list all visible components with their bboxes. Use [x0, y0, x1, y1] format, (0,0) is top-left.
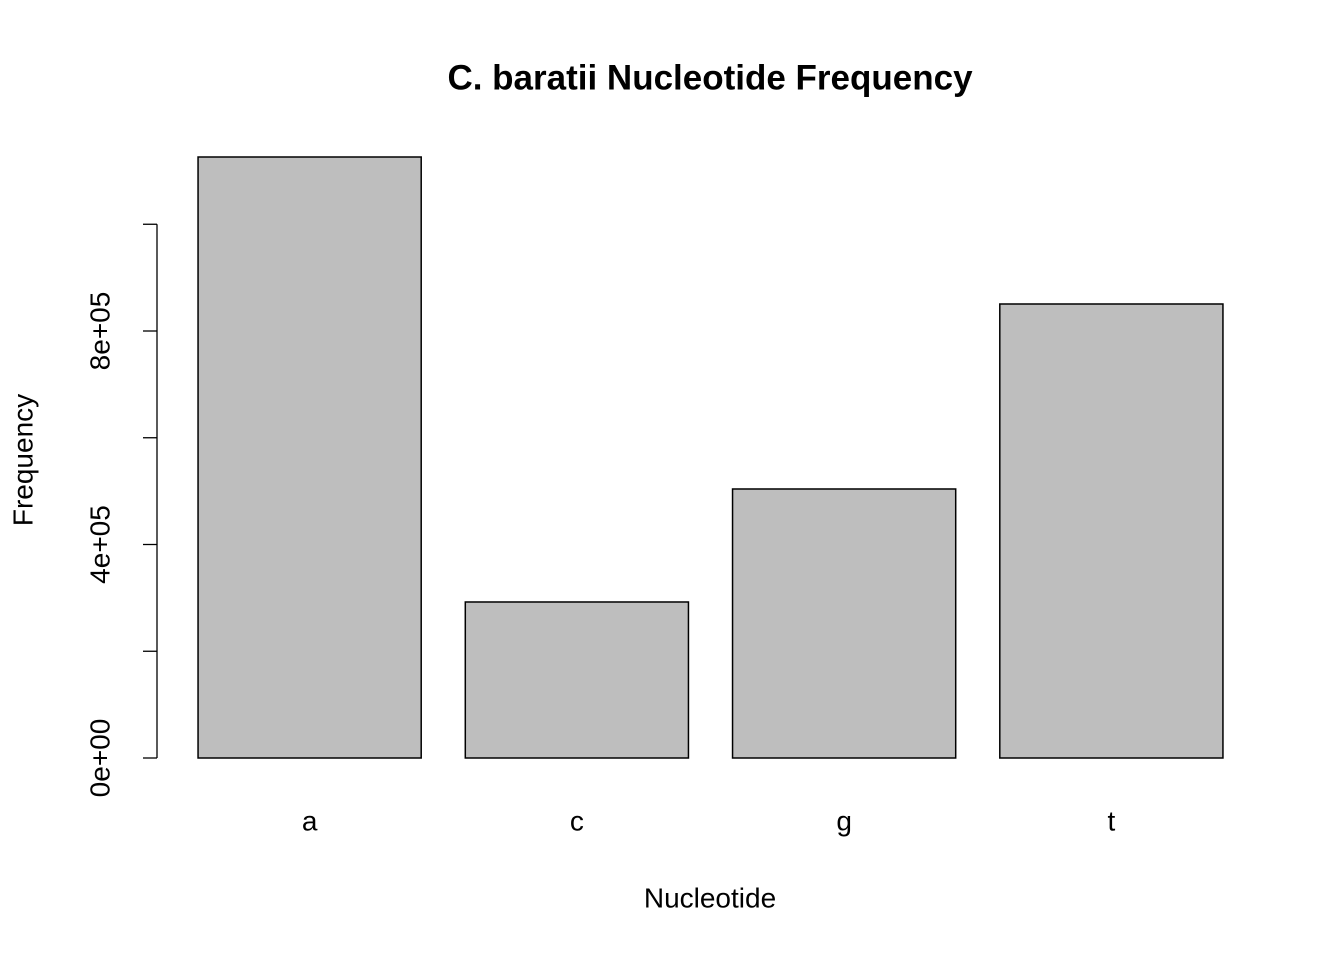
x-tick-label: t [1107, 805, 1115, 836]
x-axis-label: Nucleotide [644, 882, 776, 913]
y-tick-label: 0e+00 [84, 719, 115, 798]
x-tick-label: g [836, 805, 852, 836]
bar [999, 303, 1224, 759]
x-tick-label: c [570, 805, 584, 836]
bar [731, 488, 957, 759]
chart-title: C. baratii Nucleotide Frequency [447, 58, 973, 97]
y-axis-label: Frequency [7, 394, 38, 526]
y-tick-label: 4e+05 [84, 505, 115, 584]
bar [197, 156, 422, 759]
bar [464, 601, 690, 759]
x-tick-label: a [302, 805, 318, 836]
y-tick-label: 8e+05 [84, 292, 115, 371]
